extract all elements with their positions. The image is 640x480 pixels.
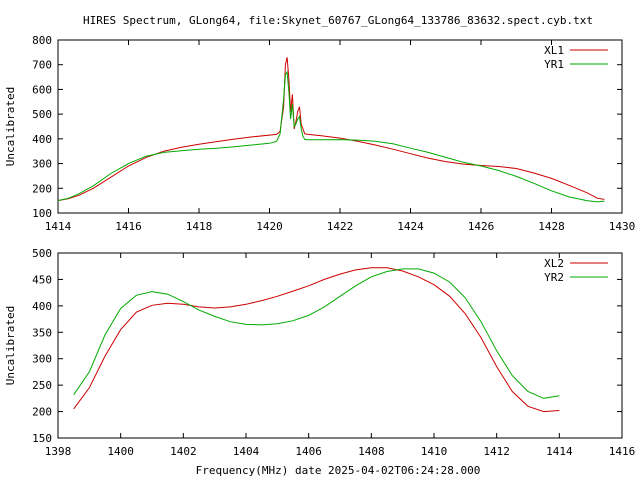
y-tick-label: 300	[32, 353, 52, 366]
y-tick-label: 100	[32, 207, 52, 220]
legend-label-yr2: YR2	[544, 271, 564, 284]
x-tick-label: 1398	[45, 445, 72, 458]
chart-title: HIRES Spectrum, GLong64, file:Skynet_607…	[83, 14, 593, 27]
x-axis-label: Frequency(MHz) date 2025-04-02T06:24:28.…	[196, 464, 481, 477]
y-tick-label: 300	[32, 158, 52, 171]
y-tick-label: 600	[32, 83, 52, 96]
x-tick-label: 1426	[468, 220, 495, 233]
x-tick-label: 1414	[546, 445, 573, 458]
y-axis-label: Uncalibrated	[4, 87, 17, 166]
y-axis-label: Uncalibrated	[4, 306, 17, 385]
y-tick-label: 800	[32, 34, 52, 47]
series-line-yr1	[57, 70, 605, 203]
y-tick-label: 700	[32, 59, 52, 72]
plot-frame-1	[57, 39, 623, 214]
x-tick-label: 1422	[327, 220, 354, 233]
x-tick-label: 1406	[295, 445, 322, 458]
x-tick-label: 1412	[483, 445, 510, 458]
x-tick-label: 1402	[170, 445, 197, 458]
y-tick-label: 500	[32, 247, 52, 260]
plot-frame-2	[57, 252, 623, 439]
legend-label-xl1: XL1	[544, 44, 564, 57]
y-tick-label: 150	[32, 432, 52, 445]
legend-label-xl2: XL2	[544, 257, 564, 270]
y-tick-label: 350	[32, 326, 52, 339]
series-line-xl1	[57, 57, 605, 202]
y-tick-label: 400	[32, 300, 52, 313]
y-tick-label: 250	[32, 379, 52, 392]
y-tick-label: 400	[32, 133, 52, 146]
y-tick-label: 500	[32, 108, 52, 121]
x-tick-label: 1408	[358, 445, 385, 458]
plot-panel-1: 100 200 300 400 500 600 700 800 1414 1416 1418 1420…	[4, 34, 635, 233]
x-tick-label: 1404	[233, 445, 260, 458]
y-tick-label: 200	[32, 406, 52, 419]
x-tick-label: 1400	[107, 445, 134, 458]
legend-label-yr1: YR1	[544, 58, 564, 71]
x-tick-label: 1418	[186, 220, 213, 233]
x-tick-label: 1428	[538, 220, 565, 233]
x-tick-label: 1416	[609, 445, 636, 458]
plot-panel-2: 150 200 250 300 350 400 450 500 1398 1400 1402 1404…	[4, 247, 635, 458]
series-line-yr2	[73, 268, 560, 399]
x-tick-label: 1420	[256, 220, 283, 233]
x-tick-label: 1430	[609, 220, 636, 233]
y-tick-label: 450	[32, 273, 52, 286]
x-tick-label: 1414	[45, 220, 72, 233]
x-tick-label: 1410	[421, 445, 448, 458]
x-tick-label: 1424	[397, 220, 424, 233]
y-tick-label: 200	[32, 182, 52, 195]
x-tick-label: 1416	[115, 220, 142, 233]
series-line-xl2	[73, 267, 560, 413]
